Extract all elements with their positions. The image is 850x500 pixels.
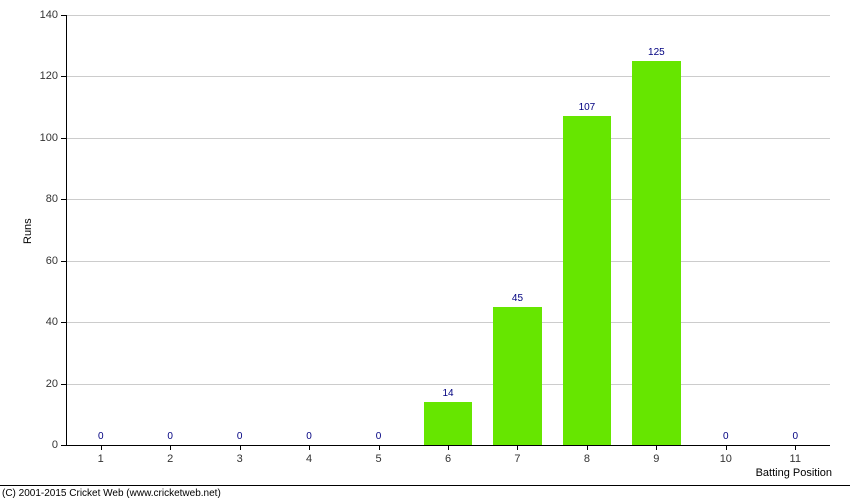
x-tick-mark xyxy=(517,445,518,450)
x-tick-label: 9 xyxy=(653,453,659,465)
y-tick-label: 80 xyxy=(46,193,58,205)
x-tick-mark xyxy=(309,445,310,450)
y-tick-label: 60 xyxy=(46,255,58,267)
gridline xyxy=(66,384,830,385)
plot-area xyxy=(66,15,830,445)
y-axis-title: Runs xyxy=(22,218,34,244)
y-tick-label: 20 xyxy=(46,378,58,390)
bar-value-label: 0 xyxy=(98,431,104,442)
x-tick-mark xyxy=(726,445,727,450)
bar xyxy=(493,307,542,445)
y-tick-label: 120 xyxy=(40,70,58,82)
x-axis-title: Batting Position xyxy=(756,467,832,479)
gridline xyxy=(66,322,830,323)
bar-value-label: 0 xyxy=(306,431,312,442)
x-tick-label: 3 xyxy=(237,453,243,465)
bar-value-label: 0 xyxy=(237,431,243,442)
y-tick-label: 100 xyxy=(40,132,58,144)
x-tick-label: 6 xyxy=(445,453,451,465)
x-tick-mark xyxy=(240,445,241,450)
bar-value-label: 107 xyxy=(579,102,596,113)
y-tick-label: 140 xyxy=(40,9,58,21)
x-tick-label: 2 xyxy=(167,453,173,465)
bar-value-label: 14 xyxy=(442,388,453,399)
x-tick-label: 1 xyxy=(98,453,104,465)
x-tick-label: 10 xyxy=(720,453,732,465)
x-tick-mark xyxy=(795,445,796,450)
gridline xyxy=(66,76,830,77)
bar-value-label: 45 xyxy=(512,293,523,304)
bar xyxy=(424,402,473,445)
x-tick-mark xyxy=(656,445,657,450)
x-tick-label: 11 xyxy=(790,453,801,465)
x-tick-label: 8 xyxy=(584,453,590,465)
gridline xyxy=(66,199,830,200)
y-axis-line xyxy=(66,15,67,445)
bar-value-label: 0 xyxy=(792,431,798,442)
x-tick-label: 5 xyxy=(375,453,381,465)
bar-value-label: 0 xyxy=(167,431,173,442)
bar-value-label: 0 xyxy=(723,431,729,442)
bar-value-label: 0 xyxy=(376,431,382,442)
bar-value-label: 125 xyxy=(648,47,665,58)
chart-container: 0204060801001201400102030405146457107812… xyxy=(0,0,850,485)
bar xyxy=(563,116,612,445)
bar xyxy=(632,61,681,445)
gridline xyxy=(66,15,830,16)
x-tick-mark xyxy=(587,445,588,450)
x-tick-label: 7 xyxy=(514,453,520,465)
copyright-text: (C) 2001-2015 Cricket Web (www.cricketwe… xyxy=(2,488,221,499)
x-tick-mark xyxy=(448,445,449,450)
y-tick-label: 40 xyxy=(46,316,58,328)
x-tick-mark xyxy=(379,445,380,450)
gridline xyxy=(66,261,830,262)
gridline xyxy=(66,138,830,139)
y-tick-label: 0 xyxy=(52,439,58,451)
x-tick-label: 4 xyxy=(306,453,312,465)
x-tick-mark xyxy=(170,445,171,450)
x-tick-mark xyxy=(101,445,102,450)
footer-divider xyxy=(0,485,850,486)
